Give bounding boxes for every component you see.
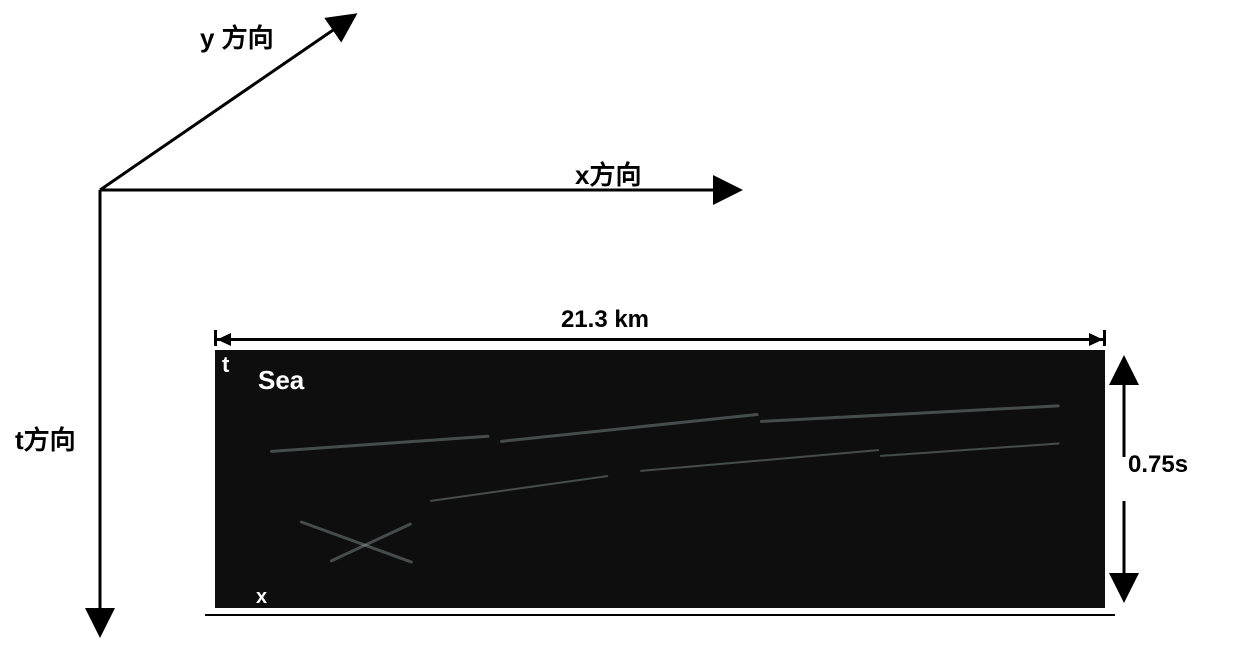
y-axis-label: y 方向 [200, 18, 274, 55]
height-dim-label: 0.75s [1128, 451, 1188, 479]
width-dim-tick-left [214, 330, 217, 346]
seismic-section: Sea t x [215, 350, 1105, 608]
x-axis-label: x方向 [575, 155, 641, 192]
t-axis-label: t方向 [15, 420, 76, 457]
baseline [205, 614, 1115, 616]
corner-x-label: x [256, 586, 267, 608]
width-dim-tick-right [1103, 330, 1106, 346]
width-dim-label: 21.3 km [545, 306, 665, 334]
corner-t-label: t [222, 352, 229, 378]
width-dim-line [215, 338, 1105, 341]
sea-label: Sea [258, 365, 304, 396]
diagram-stage: x方向 y 方向 t方向 21.3 km Sea t x 0.75s [0, 0, 1239, 668]
